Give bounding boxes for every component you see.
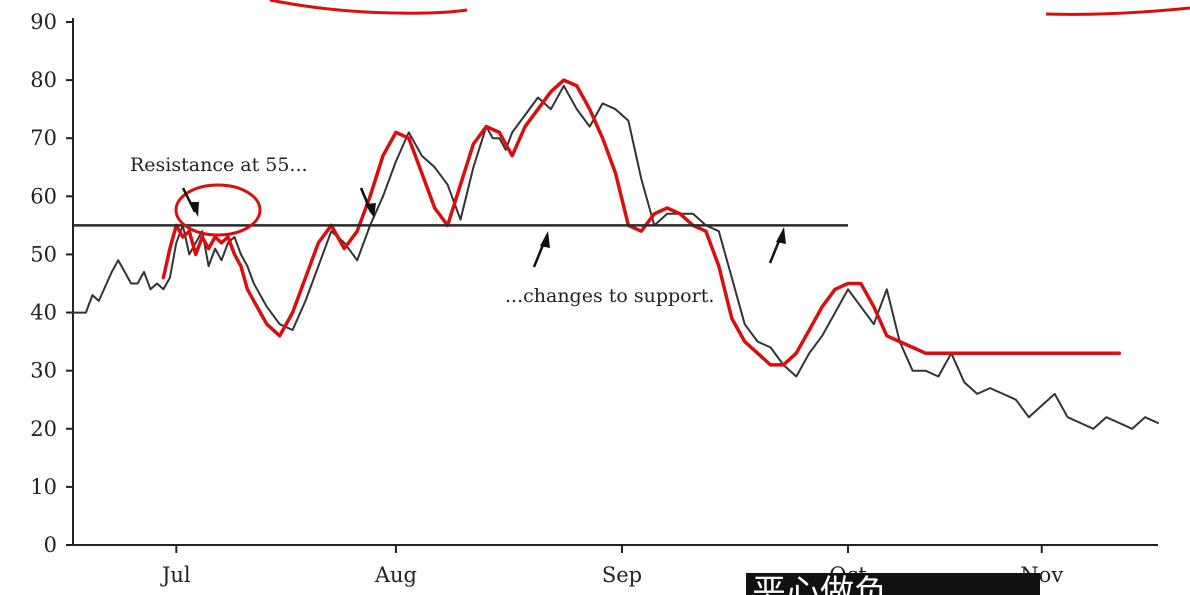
y-tick-label: 10 bbox=[30, 475, 57, 499]
red-markup-series-line bbox=[161, 78, 1122, 367]
price-series-line bbox=[72, 84, 1159, 430]
resistance-annotation: Resistance at 55... bbox=[130, 154, 308, 176]
x-tick-label: Sep bbox=[602, 563, 642, 587]
y-tick-label: 0 bbox=[44, 533, 57, 557]
red-circle-mark bbox=[174, 183, 262, 237]
x-axis-ticks: JulAugSepOctNov bbox=[160, 545, 1063, 587]
y-tick-label: 60 bbox=[30, 184, 57, 208]
support-annotation: ...changes to support. bbox=[505, 285, 714, 307]
arrow-resistance-1 bbox=[181, 187, 199, 217]
y-tick-label: 50 bbox=[30, 242, 57, 266]
arrow-resistance-2 bbox=[359, 187, 376, 218]
y-tick-label: 40 bbox=[30, 301, 57, 325]
chart-axes bbox=[72, 18, 1158, 546]
red-arc-mark-left bbox=[269, 0, 468, 15]
red-arc-mark-right bbox=[1045, 6, 1190, 16]
markup-layer: Resistance at 55... ...changes to suppor… bbox=[73, 0, 1190, 307]
arrow-support-2 bbox=[768, 227, 786, 264]
y-tick-label: 90 bbox=[30, 10, 57, 34]
y-tick-label: 20 bbox=[30, 417, 57, 441]
video-subtitle: 恶心做负 bbox=[746, 573, 1040, 595]
x-tick-label: Aug bbox=[374, 563, 417, 587]
arrow-support-1 bbox=[532, 231, 550, 268]
series-layer bbox=[72, 78, 1159, 430]
y-tick-label: 30 bbox=[30, 359, 57, 383]
y-tick-label: 80 bbox=[30, 68, 57, 92]
y-axis-ticks: 0 10 20 30 40 50 60 70 80 90 bbox=[30, 10, 73, 557]
x-tick-label: Jul bbox=[160, 563, 191, 587]
y-tick-label: 70 bbox=[30, 126, 57, 150]
